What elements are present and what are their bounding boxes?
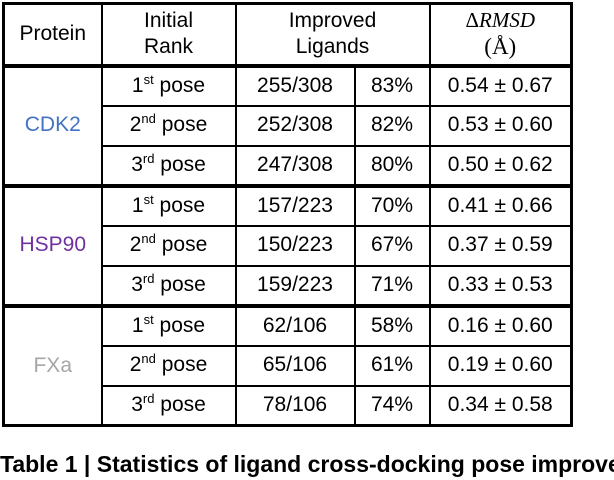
rank-cell: 1st pose (100, 64, 237, 107)
rank-cell: 1st pose (100, 304, 237, 347)
delta-rmsd-cell: 0.50 ± 0.62 (428, 144, 573, 187)
protein-label-cdk2: CDK2 (2, 64, 103, 187)
table-caption: Table 1 | Statistics of ligand cross-doc… (0, 451, 614, 477)
delta-rmsd-cell: 0.33 ± 0.53 (428, 264, 573, 307)
delta-rmsd-cell: 0.54 ± 0.67 (428, 64, 573, 107)
improved-percent-cell: 67% (353, 224, 431, 267)
table-row: FXa 1st pose 62/106 58% 0.16 ± 0.60 (2, 304, 573, 427)
improved-count-cell: 65/106 (234, 344, 356, 387)
rmsd-label: RMSD (479, 7, 535, 32)
improved-count-cell: 159/223 (234, 264, 356, 307)
group-cdk2: CDK2 1st pose 255/308 83% 0.54 ± 0.67 2n… (2, 64, 573, 187)
improved-count-cell: 62/106 (234, 304, 356, 347)
delta-symbol: Δ (465, 7, 479, 32)
header-initial-rank-line2: Rank (143, 35, 194, 59)
table-row: 2nd pose 150/223 67% 0.37 ± 0.59 (4, 224, 573, 267)
table-row: HSP90 1st pose 157/223 70% 0.41 ± 0.66 (2, 184, 573, 307)
rank-cell: 3rd pose (100, 264, 237, 307)
improved-percent-cell: 58% (353, 304, 431, 347)
table-row: 3rd pose 78/106 74% 0.34 ± 0.58 (4, 384, 573, 427)
improved-percent-cell: 83% (353, 64, 431, 107)
table-row: 3rd pose 247/308 80% 0.50 ± 0.62 (4, 144, 573, 187)
header-improved-ligands: Improved Ligands (234, 2, 431, 68)
rank-cell: 1st pose (100, 184, 237, 227)
rank-cell: 2nd pose (100, 344, 237, 387)
improved-percent-cell: 80% (353, 144, 431, 187)
angstrom-unit: (Å) (484, 34, 517, 59)
improved-percent-cell: 71% (353, 264, 431, 307)
header-row: Protein Initial Rank Improved Ligands ΔR… (2, 2, 573, 68)
protein-label-fxa: FXa (2, 304, 103, 427)
header-protein: Protein (2, 2, 103, 68)
header-initial-rank-line1: Initial (143, 9, 194, 32)
improved-count-cell: 252/308 (234, 104, 356, 147)
rank-cell: 3rd pose (100, 384, 237, 427)
rank-cell: 2nd pose (100, 104, 237, 147)
protein-label-hsp90: HSP90 (2, 184, 103, 307)
improved-count-cell: 78/106 (234, 384, 356, 427)
delta-rmsd-cell: 0.37 ± 0.59 (428, 224, 573, 267)
improved-count-cell: 255/308 (234, 64, 356, 107)
table-row: 2nd pose 252/308 82% 0.53 ± 0.60 (4, 104, 573, 147)
improved-count-cell: 150/223 (234, 224, 356, 267)
improved-percent-cell: 61% (353, 344, 431, 387)
table-header: Protein Initial Rank Improved Ligands ΔR… (2, 2, 573, 68)
table-row: 3rd pose 159/223 71% 0.33 ± 0.53 (4, 264, 573, 307)
delta-rmsd-cell: 0.53 ± 0.60 (428, 104, 573, 147)
rank-cell: 3rd pose (100, 144, 237, 187)
improved-percent-cell: 70% (353, 184, 431, 227)
improved-percent-cell: 74% (353, 384, 431, 427)
header-improved-line2: Ligands (295, 35, 370, 59)
delta-rmsd-cell: 0.16 ± 0.60 (428, 304, 573, 347)
cross-docking-stats-table: Protein Initial Rank Improved Ligands ΔR… (2, 2, 573, 427)
table-row: 2nd pose 65/106 61% 0.19 ± 0.60 (4, 344, 573, 387)
group-hsp90: HSP90 1st pose 157/223 70% 0.41 ± 0.66 2… (2, 184, 573, 307)
group-fxa: FXa 1st pose 62/106 58% 0.16 ± 0.60 2nd … (2, 304, 573, 427)
rank-cell: 2nd pose (100, 224, 237, 267)
delta-rmsd-cell: 0.41 ± 0.66 (428, 184, 573, 227)
improved-percent-cell: 82% (353, 104, 431, 147)
improved-count-cell: 247/308 (234, 144, 356, 187)
header-delta-rmsd: ΔRMSD (Å) (428, 2, 573, 68)
header-initial-rank: Initial Rank (100, 2, 237, 68)
improved-count-cell: 157/223 (234, 184, 356, 227)
table-row: CDK2 1st pose 255/308 83% 0.54 ± 0.67 (2, 64, 573, 187)
delta-rmsd-cell: 0.34 ± 0.58 (428, 384, 573, 427)
delta-rmsd-cell: 0.19 ± 0.60 (428, 344, 573, 387)
header-improved-line1: Improved (288, 9, 377, 32)
